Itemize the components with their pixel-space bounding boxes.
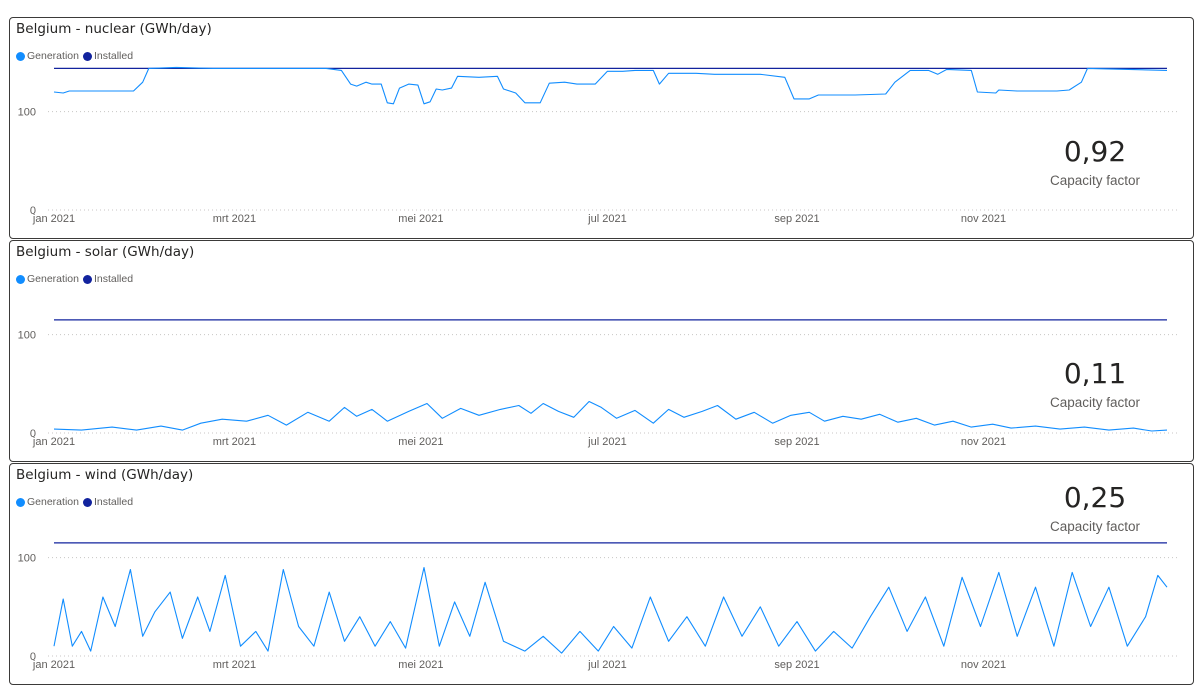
installed-dot-icon [82, 51, 92, 61]
solar-kpi-label: Capacity factor [1049, 395, 1141, 410]
y-tick-label: 100 [18, 330, 36, 342]
x-tick-label: sep 2021 [774, 436, 819, 448]
generation-dot-icon [16, 274, 25, 284]
wind-kpi-value: 0,25 [1063, 481, 1127, 514]
legend-installed-label: Installed [93, 50, 134, 62]
legend-generation[interactable]: Generation [16, 496, 79, 508]
legend-installed[interactable]: Installed [82, 496, 134, 508]
legend-generation-label: Generation [27, 496, 79, 508]
x-tick-label: jan 2021 [32, 659, 75, 671]
solar-kpi-value: 0,11 [1063, 357, 1127, 390]
y-tick-label: 0 [30, 428, 36, 440]
nuclear-legend: Generation Installed [16, 50, 137, 62]
wind-legend: Generation Installed [16, 496, 137, 508]
generation-dot-icon [16, 51, 25, 61]
solar-chart-title: Belgium - solar (GWh/day) [16, 244, 195, 260]
wind-chart: 0 100 jan 2021 mrt 2021 mei 2021 jul 2021 sep … [18, 542, 1177, 671]
legend-installed[interactable]: Installed [82, 273, 134, 285]
nuclear-kpi-card: 0,92 Capacity factor [1005, 135, 1185, 188]
x-tick-label: nov 2021 [961, 436, 1006, 448]
solar-legend: Generation Installed [16, 273, 137, 285]
legend-generation[interactable]: Generation [16, 50, 79, 62]
legend-generation-label: Generation [27, 50, 79, 62]
nuclear-panel: 0 100 jan 2021 mrt 2021 mei 2021 jul 2021 sep … [9, 17, 1194, 239]
y-tick-label: 0 [30, 651, 36, 663]
generation-series-line [53, 66, 1168, 105]
nuclear-chart-title: Belgium - nuclear (GWh/day) [16, 21, 212, 37]
x-tick-label: jul 2021 [587, 436, 627, 448]
solar-kpi-card: 0,11 Capacity factor [1005, 357, 1185, 410]
solar-chart: 0 100 jan 2021 mrt 2021 mei 2021 jul 2021 sep … [18, 319, 1177, 448]
x-tick-label: jan 2021 [32, 213, 75, 225]
wind-kpi-label: Capacity factor [1049, 519, 1141, 534]
y-tick-label: 100 [18, 553, 36, 565]
legend-generation[interactable]: Generation [16, 273, 79, 285]
generation-series-line [53, 566, 1168, 654]
generation-series-line [53, 400, 1168, 432]
x-tick-label: mrt 2021 [213, 436, 256, 448]
installed-dot-icon [82, 274, 92, 284]
x-tick-label: jan 2021 [32, 436, 75, 448]
x-tick-label: mei 2021 [398, 213, 443, 225]
y-tick-label: 100 [18, 107, 36, 119]
x-tick-label: mei 2021 [398, 659, 443, 671]
generation-dot-icon [16, 497, 25, 507]
installed-dot-icon [82, 497, 92, 507]
x-tick-label: nov 2021 [961, 213, 1006, 225]
x-tick-label: sep 2021 [774, 213, 819, 225]
wind-chart-title: Belgium - wind (GWh/day) [16, 467, 194, 483]
wind-panel: 0 100 jan 2021 mrt 2021 mei 2021 jul 2021 sep … [9, 463, 1194, 685]
x-tick-label: jul 2021 [587, 659, 627, 671]
x-tick-label: jul 2021 [587, 213, 627, 225]
nuclear-chart: 0 100 jan 2021 mrt 2021 mei 2021 jul 2021 sep … [18, 66, 1177, 225]
x-tick-label: nov 2021 [961, 659, 1006, 671]
y-tick-label: 0 [30, 205, 36, 217]
solar-panel: 0 100 jan 2021 mrt 2021 mei 2021 jul 2021 sep … [9, 240, 1194, 462]
legend-installed-label: Installed [93, 273, 134, 285]
x-tick-label: mrt 2021 [213, 659, 256, 671]
legend-generation-label: Generation [27, 273, 79, 285]
wind-kpi-card: 0,25 Capacity factor [1005, 481, 1185, 534]
x-tick-label: sep 2021 [774, 659, 819, 671]
x-tick-label: mei 2021 [398, 436, 443, 448]
nuclear-kpi-value: 0,92 [1063, 135, 1127, 168]
nuclear-kpi-label: Capacity factor [1049, 173, 1141, 188]
x-tick-label: mrt 2021 [213, 213, 256, 225]
legend-installed[interactable]: Installed [82, 50, 134, 62]
legend-installed-label: Installed [93, 496, 134, 508]
